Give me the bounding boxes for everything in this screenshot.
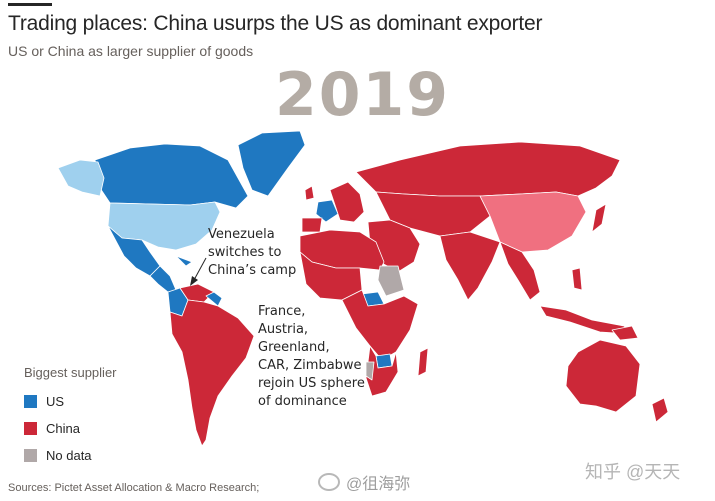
legend-item-us: US [24,388,117,415]
region-china [479,191,587,253]
legend-label-no-data: No data [46,448,92,463]
weibo-watermark-text: @徂海弥 [346,476,411,493]
region-japan [591,203,607,233]
region-india [439,231,501,301]
sources-note: Sources: Pictet Asset Allocation & Macro… [8,482,260,494]
weibo-logo-icon [318,473,340,491]
legend-item-china: China [24,415,117,442]
legend: Biggest supplier US China No data [24,365,117,469]
region-south-america [169,299,255,447]
annotation-venezuela: Venezuela switches to China’s camp [208,226,296,280]
region-philippines [571,267,583,291]
chart-subtitle: US or China as larger supplier of goods [8,43,254,59]
zhihu-watermark: 知乎 @天天 [585,462,681,482]
region-canada [94,143,249,209]
region-spain [301,217,323,233]
region-alaska [57,159,105,197]
annotation-venezuela-line: Venezuela [208,227,275,242]
region-australia [565,339,641,413]
chart-title: Trading places: China usurps the US as d… [8,12,543,35]
region-europe-east [329,181,365,223]
legend-swatch-no-data [24,449,37,462]
top-rule [8,3,52,6]
region-greenland [237,130,306,197]
region-guianas [205,291,223,307]
year-label: 2019 [275,60,450,130]
annotation-us-sphere-line: Austria, [258,322,309,337]
region-sudan-nodata [377,265,405,297]
region-se-asia [499,241,541,301]
region-madagascar [417,347,429,377]
region-france [315,199,339,223]
region-uk [304,185,315,201]
region-russia [355,141,621,197]
legend-swatch-china [24,422,37,435]
region-png [611,325,639,341]
annotation-us-sphere-line: CAR, Zimbabwe [258,358,362,373]
annotation-us-sphere-line: of dominance [258,394,347,409]
annotation-us-sphere: France, Austria, Greenland, CAR, Zimbabw… [258,303,365,411]
region-southern-africa [365,345,399,397]
annotation-us-sphere-line: Greenland, [258,340,330,355]
region-zimbabwe [375,353,393,369]
annotation-venezuela-line: China’s camp [208,263,297,278]
annotation-us-sphere-line: France, [258,304,306,319]
region-nz [651,397,669,423]
venezuela-pointer-head [190,276,198,286]
legend-swatch-us [24,395,37,408]
annotation-venezuela-line: switches to [208,245,282,260]
region-cuba [175,255,193,267]
region-namibia-nodata [365,361,375,381]
annotation-us-sphere-line: rejoin US sphere [258,376,365,391]
legend-label-china: China [46,421,80,436]
legend-label-us: US [46,394,65,409]
region-central-africa [341,289,419,361]
legend-item-no-data: No data [24,442,117,469]
weibo-watermark: @徂海弥 [318,470,410,494]
legend-title: Biggest supplier [24,365,117,380]
venezuela-pointer-line [193,257,207,281]
